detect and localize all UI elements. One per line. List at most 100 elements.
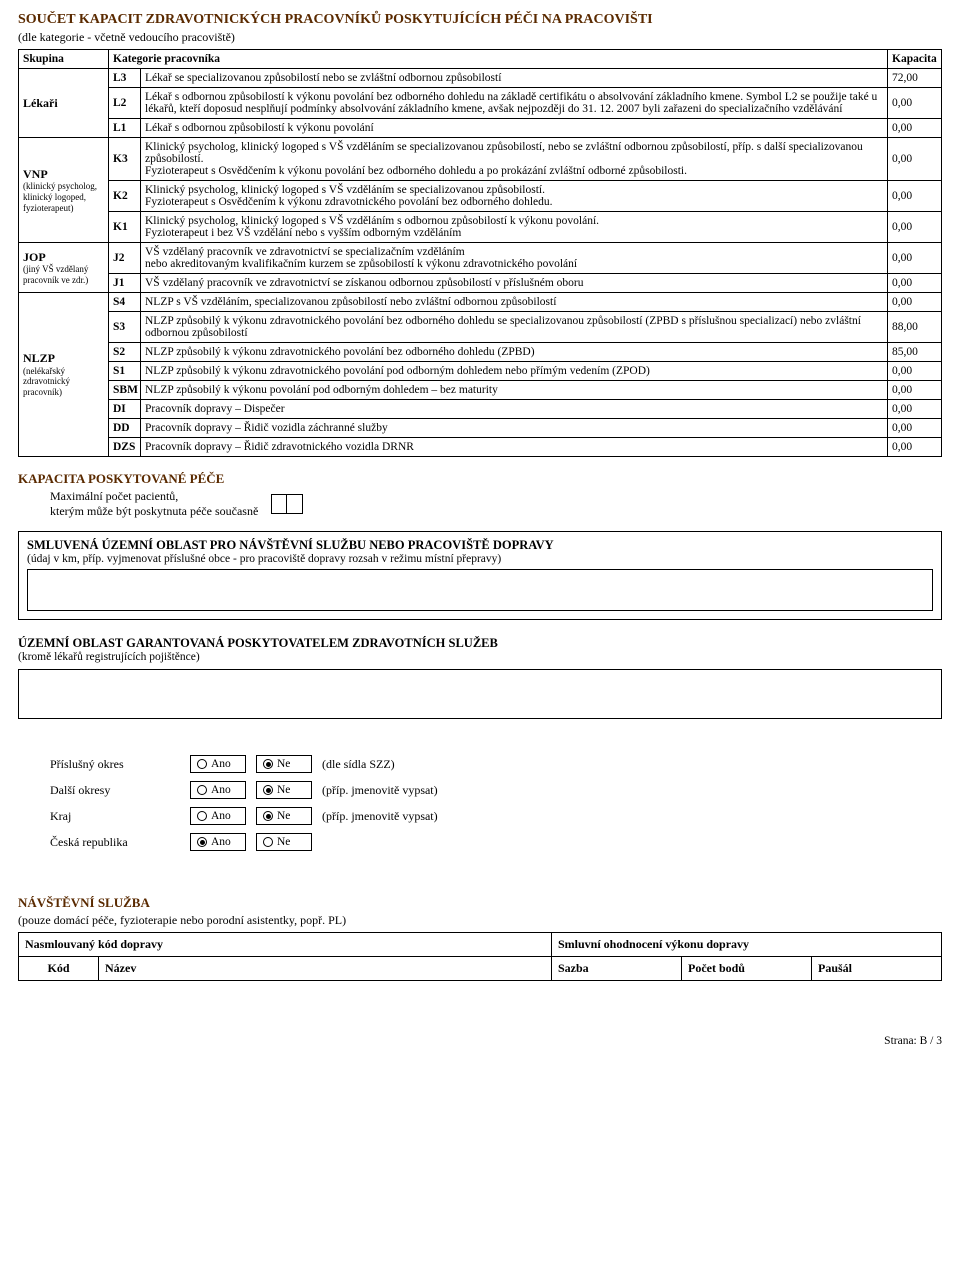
radio-ne-label: Ne — [277, 836, 290, 848]
table-row: L2 Lékař s odbornou způsobilostí k výkon… — [19, 88, 942, 119]
table-row: S1 NLZP způsobilý k výkonu zdravotnickéh… — [19, 362, 942, 381]
smluvena-textbox[interactable] — [27, 569, 933, 611]
table-row: S3 NLZP způsobilý k výkonu zdravotnickéh… — [19, 312, 942, 343]
radio-note-okres: (dle sídla SZZ) — [322, 755, 448, 773]
kapacita-title: KAPACITA POSKYTOVANÉ PÉČE — [18, 471, 942, 487]
radio-note-dalsi: (příp. jmenovitě vypsat) — [322, 781, 448, 799]
row-text: NLZP způsobilý k výkonu zdravotnického p… — [141, 362, 888, 381]
uzemni-title: ÚZEMNÍ OBLAST GARANTOVANÁ POSKYTOVATELEM… — [18, 636, 942, 651]
radio-cr-ne[interactable]: Ne — [256, 833, 312, 851]
row-cap: 85,00 — [888, 343, 942, 362]
radio-label-cr: Česká republika — [50, 833, 190, 851]
row-code: S2 — [109, 343, 141, 362]
row-code: L1 — [109, 119, 141, 138]
row-cap: 0,00 — [888, 419, 942, 438]
radio-dalsi-ne[interactable]: Ne — [256, 781, 312, 799]
row-code: SBM — [109, 381, 141, 400]
row-code: S3 — [109, 312, 141, 343]
kapacita-line1: Maximální počet pacientů, — [50, 489, 258, 504]
row-cap: 72,00 — [888, 69, 942, 88]
row-cap: 0,00 — [888, 293, 942, 312]
nav-col-nazev: Název — [99, 957, 552, 981]
radio-ano-label: Ano — [211, 758, 231, 770]
radio-ne-label: Ne — [277, 758, 290, 770]
row-code: J1 — [109, 274, 141, 293]
row-code: DI — [109, 400, 141, 419]
nav-right-header: Smluvní ohodnocení výkonu dopravy — [551, 933, 941, 957]
row-text: NLZP způsobilý k výkonu zdravotnického p… — [141, 312, 888, 343]
radio-kraj-ano[interactable]: Ano — [190, 807, 246, 825]
row-code: L2 — [109, 88, 141, 119]
col-skupina: Skupina — [19, 50, 109, 69]
smluvena-sub: (údaj v km, příp. vyjmenovat příslušné o… — [27, 553, 933, 565]
row-code: J2 — [109, 243, 141, 274]
navstevni-table: Nasmlouvaný kód dopravy Smluvní ohodnoce… — [18, 932, 942, 981]
row-cap: 0,00 — [888, 88, 942, 119]
radio-label-dalsi: Další okresy — [50, 781, 190, 799]
nav-col-sazba: Sazba — [551, 957, 681, 981]
row-cap: 0,00 — [888, 119, 942, 138]
nav-col-body: Počet bodů — [681, 957, 811, 981]
radio-ne-label: Ne — [277, 810, 290, 822]
row-text: Klinický psycholog, klinický logoped s V… — [141, 181, 888, 212]
row-code: K1 — [109, 212, 141, 243]
radio-cr-ano[interactable]: Ano — [190, 833, 246, 851]
row-text: Pracovník dopravy – Dispečer — [141, 400, 888, 419]
col-kapacita: Kapacita — [888, 50, 942, 69]
row-code: L3 — [109, 69, 141, 88]
smluvena-title: SMLUVENÁ ÚZEMNÍ OBLAST PRO NÁVŠTĚVNÍ SLU… — [27, 538, 933, 553]
col-kategorie: Kategorie pracovníka — [109, 50, 888, 69]
row-code: S4 — [109, 293, 141, 312]
kapacita-lines: Maximální počet pacientů, kterým může bý… — [50, 489, 942, 519]
nav-left-header: Nasmlouvaný kód dopravy — [19, 933, 552, 957]
table-row: DZS Pracovník dopravy – Řidič zdravotnic… — [19, 438, 942, 457]
page-subtitle: (dle kategorie - včetně vedoucího pracov… — [18, 30, 942, 45]
group-nlzp-sub: (nelékařský zdravotnický pracovník) — [23, 366, 104, 398]
row-text: NLZP s VŠ vzděláním, specializovanou způ… — [141, 293, 888, 312]
row-text: VŠ vzdělaný pracovník ve zdravotnictví s… — [141, 274, 888, 293]
radio-label-okres: Příslušný okres — [50, 755, 190, 773]
uzemni-sub: (kromě lékařů registrujících pojištěnce) — [18, 651, 942, 663]
page-title: SOUČET KAPACIT ZDRAVOTNICKÝCH PRACOVNÍKŮ… — [18, 12, 942, 28]
kapacita-input[interactable] — [271, 494, 303, 514]
row-cap: 0,00 — [888, 400, 942, 419]
row-code: K3 — [109, 138, 141, 181]
row-text: Lékař s odbornou způsobilostí k výkonu p… — [141, 88, 888, 119]
radio-ano-label: Ano — [211, 810, 231, 822]
row-text: Pracovník dopravy – Řidič vozidla záchra… — [141, 419, 888, 438]
navstevni-title: NÁVŠTĚVNÍ SLUŽBA — [18, 895, 942, 911]
row-code: K2 — [109, 181, 141, 212]
radio-kraj-ne[interactable]: Ne — [256, 807, 312, 825]
radio-ne-label: Ne — [277, 784, 290, 796]
row-text: Pracovník dopravy – Řidič zdravotnického… — [141, 438, 888, 457]
radio-grid: Příslušný okres Ano Ne (dle sídla SZZ) D… — [50, 747, 942, 859]
radio-okres-ne[interactable]: Ne — [256, 755, 312, 773]
radio-label-kraj: Kraj — [50, 807, 190, 825]
capacity-table: Skupina Kategorie pracovníka Kapacita Lé… — [18, 49, 942, 457]
table-row: S2 NLZP způsobilý k výkonu zdravotnickéh… — [19, 343, 942, 362]
row-cap: 0,00 — [888, 243, 942, 274]
radio-okres-ano[interactable]: Ano — [190, 755, 246, 773]
table-row: L1 Lékař s odbornou způsobilostí k výkon… — [19, 119, 942, 138]
radio-ano-label: Ano — [211, 784, 231, 796]
kapacita-line2: kterým může být poskytnuta péče současně — [50, 504, 258, 519]
table-row: Lékaři L3 Lékař se specializovanou způso… — [19, 69, 942, 88]
group-jop-sub: (jiný VŠ vzdělaný pracovník ve zdr.) — [23, 264, 104, 286]
radio-note-kraj: (příp. jmenovitě vypsat) — [322, 807, 448, 825]
row-cap: 0,00 — [888, 181, 942, 212]
row-text: Klinický psycholog, klinický logoped s V… — [141, 212, 888, 243]
table-row: K2 Klinický psycholog, klinický logoped … — [19, 181, 942, 212]
table-row: DD Pracovník dopravy – Řidič vozidla zác… — [19, 419, 942, 438]
row-cap: 0,00 — [888, 138, 942, 181]
row-cap: 0,00 — [888, 212, 942, 243]
table-row: DI Pracovník dopravy – Dispečer 0,00 — [19, 400, 942, 419]
table-row: JOP (jiný VŠ vzdělaný pracovník ve zdr.)… — [19, 243, 942, 274]
uzemni-textbox[interactable] — [18, 669, 942, 719]
row-cap: 0,00 — [888, 381, 942, 400]
radio-dalsi-ano[interactable]: Ano — [190, 781, 246, 799]
group-vnp-sub: (klinický psycholog, klinický logoped, f… — [23, 181, 104, 213]
smluvena-area: SMLUVENÁ ÚZEMNÍ OBLAST PRO NÁVŠTĚVNÍ SLU… — [18, 531, 942, 620]
group-lekari-title: Lékaři — [23, 96, 104, 110]
row-text: Lékař se specializovanou způsobilostí ne… — [141, 69, 888, 88]
nav-col-kod: Kód — [19, 957, 99, 981]
